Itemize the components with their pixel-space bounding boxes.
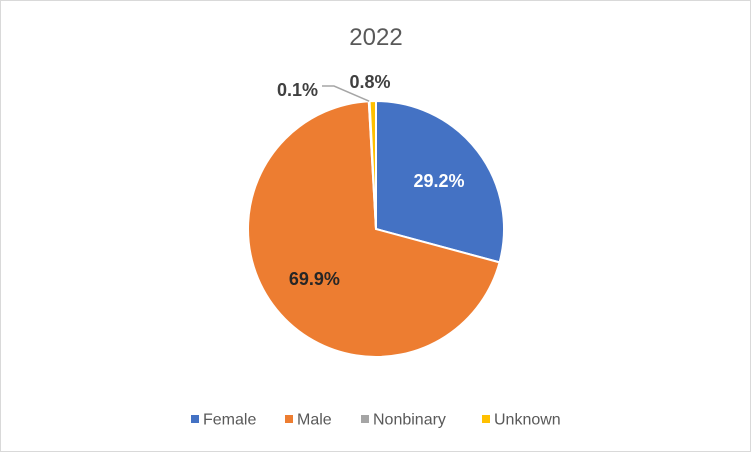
data-label-unknown: 0.8% bbox=[349, 72, 390, 92]
pie-slices bbox=[247, 99, 505, 358]
legend-swatch-male bbox=[285, 415, 293, 423]
legend-label-nonbinary: Nonbinary bbox=[373, 412, 446, 429]
data-label-nonbinary: 0.1% bbox=[277, 80, 318, 100]
legend-label-unknown: Unknown bbox=[494, 412, 561, 429]
legend-label-female: Female bbox=[203, 412, 256, 429]
pie-slice-male bbox=[247, 100, 501, 358]
pie-slice-female bbox=[375, 100, 505, 264]
legend-label-male: Male bbox=[297, 412, 332, 429]
chart-title: 2022 bbox=[349, 24, 402, 51]
leader-lines bbox=[322, 85, 370, 102]
pie-slice-unknown bbox=[368, 99, 377, 230]
legend: Female Male Nonbinary Unknown bbox=[191, 412, 561, 429]
legend-swatch-female bbox=[191, 415, 199, 423]
legend-swatch-nonbinary bbox=[361, 415, 369, 423]
data-label-male: 69.9% bbox=[289, 269, 340, 289]
data-labels: 29.2% 69.9% 0.1% 0.8% bbox=[277, 72, 465, 289]
legend-swatch-unknown bbox=[482, 415, 490, 423]
leader-line-nonbinary bbox=[322, 85, 370, 102]
data-label-female: 29.2% bbox=[413, 171, 464, 191]
